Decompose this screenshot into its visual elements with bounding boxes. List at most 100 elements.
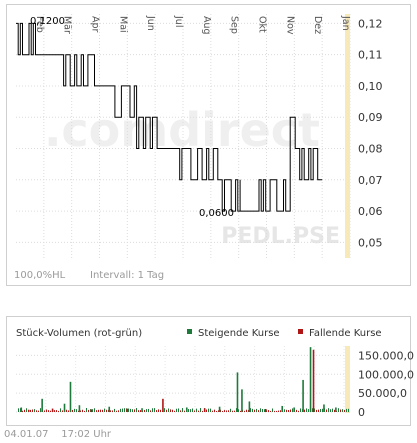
interval-label: Intervall: 1 Tag: [90, 270, 164, 281]
volume-bar: [312, 349, 315, 412]
volume-baseline-bar: [344, 409, 345, 412]
volume-baseline-bar: [206, 409, 207, 412]
volume-baseline-bar: [348, 408, 349, 412]
volume-baseline-bar: [260, 408, 261, 412]
volume-baseline-bar: [286, 409, 287, 412]
volume-bar: [309, 347, 312, 412]
price-tick-label: 0,06: [358, 205, 383, 218]
volume-baseline-bar: [248, 409, 249, 412]
volume-baseline-bar: [188, 409, 189, 412]
legend-falling-label: Fallende Kurse: [309, 328, 382, 339]
volume-chart-panel: [6, 316, 411, 426]
price-tick-label: 0,12: [358, 17, 383, 30]
volume-baseline-bar: [104, 408, 105, 412]
volume-baseline-bar: [68, 410, 69, 412]
volume-baseline-bar: [208, 408, 209, 412]
volume-baseline-bar: [290, 409, 291, 412]
price-tick-label: 0,09: [358, 111, 383, 124]
volume-bar: [27, 409, 30, 412]
volume-baseline-bar: [136, 408, 137, 412]
volume-baseline-bar: [74, 408, 75, 412]
volume-baseline-bar: [218, 410, 219, 412]
volume-baseline-bar: [244, 410, 245, 412]
timestamp: 04.01.07 17:02 Uhr: [4, 429, 111, 440]
volume-baseline-bar: [318, 409, 319, 412]
volume-baseline-bar: [86, 408, 87, 412]
price-series-line: [16, 22, 323, 212]
volume-baseline-bar: [94, 408, 95, 412]
price-tick-label: 0,05: [358, 236, 383, 249]
volume-baseline-bar: [296, 409, 297, 412]
volume-baseline-bar: [240, 410, 241, 412]
volume-baseline-bar: [238, 409, 239, 412]
volume-baseline-bar: [194, 410, 195, 412]
volume-baseline-bar: [236, 408, 237, 412]
volume-baseline-bar: [178, 408, 179, 412]
volume-baseline-bar: [304, 409, 305, 412]
volume-bars: [20, 347, 337, 412]
volume-baseline-bar: [308, 409, 309, 412]
volume-baseline-bar: [190, 409, 191, 412]
volume-baseline-bar: [38, 410, 39, 412]
volume-baseline-bar: [152, 408, 153, 412]
volume-baseline-bar: [110, 410, 111, 412]
volume-baseline-bar: [280, 410, 281, 412]
volume-baseline-bar: [26, 408, 27, 412]
price-axis: 0,12 0,11 0,10 0,09 0,08 0,07 0,06 0,05: [358, 17, 383, 249]
volume-baseline-bar: [182, 408, 183, 412]
volume-baseline-bar: [274, 410, 275, 412]
volume-baseline-bar: [112, 410, 113, 412]
volume-bar: [323, 404, 325, 412]
volume-baseline-bar: [284, 409, 285, 412]
volume-baseline-bar: [106, 409, 107, 412]
watermark: .comdirect PEDL.PSE: [44, 103, 340, 249]
volume-bar: [69, 381, 72, 412]
month-tick-label: Apr: [90, 16, 101, 33]
volume-baseline-bar: [144, 409, 145, 412]
volume-bar: [141, 408, 143, 412]
month-tick-label: Feb: [34, 16, 45, 33]
volume-baseline-bar: [246, 409, 247, 412]
volume-baseline-bar: [272, 408, 273, 412]
volume-baseline-bar: [80, 410, 81, 412]
volume-baseline-bar: [100, 409, 101, 412]
volume-axis: 150.000,0 100.000,0 50.000,0 0: [358, 349, 414, 419]
volume-baseline-bar: [56, 410, 57, 412]
volume-tick-label: 150.000,0: [358, 349, 414, 362]
volume-baseline-bar: [250, 408, 251, 412]
volume-baseline-bar: [154, 408, 155, 412]
volume-baseline-bar: [322, 408, 323, 412]
volume-baseline-bar: [30, 409, 31, 412]
volume-tick-label: 0: [358, 406, 365, 419]
volume-baseline-bar: [220, 409, 221, 412]
volume-baseline-bar: [320, 409, 321, 412]
price-tick-label: 0,11: [358, 49, 383, 62]
volume-baseline-bar: [58, 410, 59, 412]
volume-baseline-bar: [192, 408, 193, 412]
volume-baseline-bar: [132, 409, 133, 412]
volume-baseline-bar: [256, 408, 257, 412]
scale-label: 100,0%HL: [14, 270, 66, 281]
volume-baseline-bar: [198, 410, 199, 412]
volume-bar: [293, 407, 295, 412]
volume-baseline-bar: [130, 408, 131, 412]
volume-baseline-bar: [342, 409, 343, 412]
current-period-band: [345, 14, 350, 258]
volume-baseline-bar: [102, 409, 103, 412]
volume-baseline-bar: [138, 410, 139, 412]
volume-baseline-bar: [270, 410, 271, 412]
volume-baseline-bar: [146, 409, 147, 412]
volume-baseline-bar: [124, 408, 125, 412]
volume-bar: [41, 398, 43, 412]
volume-baseline-bar: [222, 410, 223, 412]
volume-bar: [185, 407, 188, 412]
month-tick-label: Mai: [117, 16, 128, 33]
volume-baseline-bar: [278, 410, 279, 412]
volume-baseline-bar: [196, 408, 197, 412]
volume-baseline-bar: [44, 410, 45, 412]
volume-baseline-bar: [122, 408, 123, 412]
price-chart: .comdirect PEDL.PSE Feb Mär Apr Mai Jun Jul Au…: [14, 14, 383, 281]
volume-baseline-bar: [300, 408, 301, 412]
volume-baseline-bar: [328, 408, 329, 412]
